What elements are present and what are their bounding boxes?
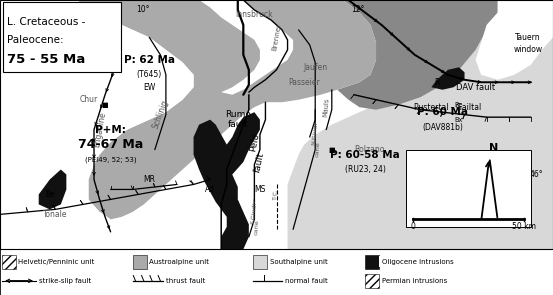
Text: Jaufen: Jaufen bbox=[303, 63, 327, 72]
Text: Brenner: Brenner bbox=[271, 23, 282, 52]
Text: strike-slip fault: strike-slip fault bbox=[39, 278, 91, 284]
Bar bbox=[0, 249, 553, 295]
Polygon shape bbox=[0, 0, 553, 249]
Text: normal fault: normal fault bbox=[285, 278, 327, 284]
Bar bbox=[406, 150, 531, 227]
Text: Austroalpine unit: Austroalpine unit bbox=[149, 259, 209, 265]
Bar bbox=[365, 274, 379, 288]
Text: DAV fault: DAV fault bbox=[456, 83, 495, 92]
Polygon shape bbox=[77, 0, 376, 219]
Text: carie: carie bbox=[315, 142, 321, 158]
Text: MR: MR bbox=[143, 175, 155, 184]
Text: 10°: 10° bbox=[136, 6, 149, 14]
Text: P: 60-58 Ma: P: 60-58 Ma bbox=[330, 150, 400, 160]
Text: window: window bbox=[514, 45, 542, 54]
Polygon shape bbox=[39, 170, 66, 209]
Text: Ad: Ad bbox=[205, 185, 215, 194]
Bar bbox=[0, 0, 553, 249]
Text: fault: fault bbox=[253, 151, 267, 173]
Text: Permian intrusions: Permian intrusions bbox=[382, 278, 447, 284]
Polygon shape bbox=[337, 0, 498, 110]
Text: P: 60 Ma: P: 60 Ma bbox=[417, 107, 468, 117]
Text: P+M:: P+M: bbox=[95, 124, 126, 135]
Text: fault: fault bbox=[227, 120, 248, 129]
Text: Re: Re bbox=[455, 102, 463, 108]
Text: Chur: Chur bbox=[79, 95, 98, 104]
Text: Bolzano: Bolzano bbox=[354, 145, 384, 154]
Text: (PEI49, 52; 53): (PEI49, 52; 53) bbox=[85, 156, 137, 163]
Text: N: N bbox=[489, 143, 498, 153]
Text: 75 - 55 Ma: 75 - 55 Ma bbox=[7, 53, 86, 66]
Text: EW: EW bbox=[143, 83, 155, 92]
Bar bbox=[2, 255, 16, 269]
Bar bbox=[253, 255, 267, 269]
Text: Pustertal - Gailtal: Pustertal - Gailtal bbox=[414, 103, 482, 112]
Polygon shape bbox=[0, 0, 194, 249]
Text: S.Giudi-: S.Giudi- bbox=[251, 199, 258, 224]
Text: thrust fault: thrust fault bbox=[166, 278, 205, 284]
Text: Be: Be bbox=[45, 190, 55, 199]
Text: L. Cretaceous -: L. Cretaceous - bbox=[7, 17, 86, 27]
Text: carie: carie bbox=[254, 219, 260, 235]
Text: N.Giudi-: N.Giudi- bbox=[311, 119, 319, 145]
Text: Mauls: Mauls bbox=[322, 97, 330, 117]
Text: Engadine: Engadine bbox=[92, 111, 107, 148]
Polygon shape bbox=[476, 0, 553, 80]
Text: Schlinig: Schlinig bbox=[151, 99, 170, 130]
Text: ■: ■ bbox=[328, 147, 335, 153]
Text: (DAV881b): (DAV881b) bbox=[422, 123, 463, 132]
Polygon shape bbox=[431, 67, 465, 90]
Bar bbox=[379, 256, 385, 267]
Text: Helvetic/Penninic unit: Helvetic/Penninic unit bbox=[18, 259, 95, 265]
Text: P: 62 Ma: P: 62 Ma bbox=[124, 55, 175, 65]
Text: 0: 0 bbox=[411, 222, 415, 231]
Text: R: R bbox=[434, 78, 440, 87]
Text: Rumo: Rumo bbox=[225, 110, 251, 119]
Text: Pelo: Pelo bbox=[248, 132, 260, 152]
Text: T-C.: T-C. bbox=[274, 188, 279, 201]
Text: ■: ■ bbox=[102, 102, 108, 108]
Bar bbox=[3, 2, 121, 72]
Text: Passeier: Passeier bbox=[288, 78, 320, 87]
Bar bbox=[133, 255, 147, 269]
Bar bbox=[365, 255, 379, 269]
Text: Innsbruck: Innsbruck bbox=[236, 10, 273, 19]
Polygon shape bbox=[0, 0, 194, 249]
Text: Oligocene intrusions: Oligocene intrusions bbox=[382, 259, 453, 265]
Text: Tauern: Tauern bbox=[515, 33, 541, 42]
Text: Bx: Bx bbox=[455, 117, 463, 123]
Text: Paleocene:: Paleocene: bbox=[7, 35, 64, 45]
Text: MS: MS bbox=[254, 185, 265, 194]
Text: (RU23, 24): (RU23, 24) bbox=[345, 165, 385, 174]
Text: (T645): (T645) bbox=[137, 70, 162, 79]
Bar bbox=[0, 0, 553, 249]
Polygon shape bbox=[194, 112, 260, 249]
Polygon shape bbox=[199, 0, 293, 95]
Text: 50 km: 50 km bbox=[512, 222, 536, 231]
Text: 74-67 Ma: 74-67 Ma bbox=[78, 138, 143, 151]
Text: Tonale: Tonale bbox=[43, 210, 67, 219]
Text: Southalpine unit: Southalpine unit bbox=[270, 259, 327, 265]
Text: 12°: 12° bbox=[352, 6, 365, 14]
Text: 46°: 46° bbox=[530, 170, 543, 179]
